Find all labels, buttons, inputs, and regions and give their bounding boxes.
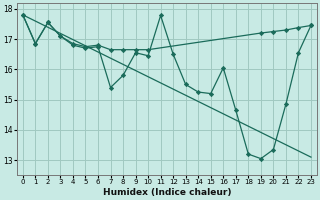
X-axis label: Humidex (Indice chaleur): Humidex (Indice chaleur) <box>103 188 231 197</box>
